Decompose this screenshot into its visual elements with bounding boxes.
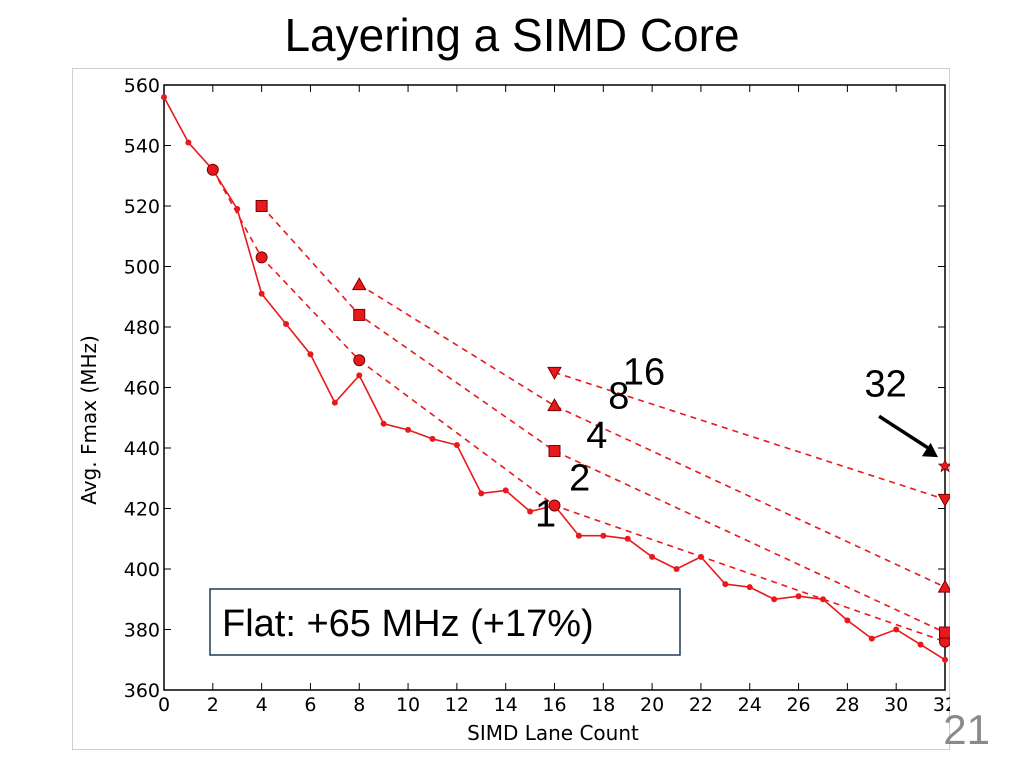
marker-dot — [453, 441, 460, 448]
marker-dot — [405, 426, 412, 433]
marker-dot — [502, 487, 509, 494]
x-tick-label: 8 — [353, 694, 365, 716]
series-4 — [255, 200, 950, 639]
marker-dot — [283, 320, 290, 327]
slide-number: 21 — [943, 706, 990, 753]
marker-dot — [331, 399, 338, 406]
marker-dot — [478, 490, 485, 497]
x-tick-label: 6 — [304, 694, 316, 716]
marker-dot — [527, 508, 534, 515]
annotation-label-32: 32 — [864, 364, 906, 406]
y-tick-label: 420 — [124, 499, 160, 521]
y-tick-label: 400 — [124, 559, 160, 581]
marker-star — [937, 458, 950, 473]
marker-dot — [307, 351, 314, 358]
annotation-label-2: 2 — [569, 457, 590, 499]
marker-square — [353, 308, 366, 321]
marker-dot — [673, 566, 680, 572]
x-tick-label: 20 — [640, 694, 664, 716]
annotation-label-8: 8 — [608, 376, 629, 418]
y-tick-label: 540 — [124, 136, 160, 158]
x-tick-label: 32 — [933, 694, 950, 716]
series-16 — [547, 366, 950, 507]
marker-circle — [548, 499, 561, 512]
callout-text: Flat: +65 MHz (+17%) — [222, 603, 594, 645]
marker-dot — [844, 617, 851, 624]
marker-triangle-up — [547, 398, 562, 412]
annotation-label-16: 16 — [623, 351, 665, 393]
annotation-label-1: 1 — [535, 494, 556, 536]
y-tick-label: 500 — [124, 257, 160, 279]
x-tick-label: 12 — [445, 694, 469, 716]
marker-dot — [893, 626, 900, 633]
marker-circle — [353, 354, 366, 367]
marker-dot — [258, 290, 265, 297]
slide-title: Layering a SIMD Core — [284, 9, 740, 61]
marker-triangle-down — [547, 366, 562, 380]
y-tick-label: 560 — [124, 75, 160, 97]
x-tick-label: 2 — [207, 694, 219, 716]
marker-dot — [771, 596, 778, 603]
x-tick-label: 0 — [158, 694, 170, 716]
marker-dot — [649, 553, 656, 560]
x-tick-label: 18 — [591, 694, 615, 716]
marker-dot — [356, 372, 363, 379]
y-tick-label: 380 — [124, 620, 160, 642]
marker-dot — [917, 641, 924, 648]
marker-dot — [575, 532, 582, 539]
marker-dot — [185, 139, 192, 146]
marker-dot — [600, 532, 607, 539]
marker-dot — [722, 581, 729, 588]
x-tick-label: 10 — [396, 694, 420, 716]
marker-square — [939, 626, 950, 639]
y-tick-label: 360 — [124, 680, 160, 702]
marker-circle — [206, 163, 219, 176]
marker-triangle-down — [937, 493, 950, 507]
series-line-4 — [261, 205, 946, 634]
series-2 — [206, 163, 950, 648]
y-tick-label: 440 — [124, 438, 160, 460]
arrow-head — [921, 442, 938, 458]
marker-circle — [255, 251, 268, 264]
arrow-shaft — [878, 414, 934, 453]
marker-dot — [868, 635, 875, 642]
marker-square — [255, 200, 268, 212]
annotation-label-4: 4 — [586, 415, 607, 457]
series-layer — [161, 94, 950, 663]
x-tick-label: 16 — [542, 694, 566, 716]
series-32 — [937, 458, 950, 473]
marker-dot — [942, 656, 948, 663]
series-line-16 — [554, 371, 946, 501]
chart-container: 0246810121416182022242628303236038040042… — [72, 68, 950, 750]
x-tick-label: 30 — [884, 694, 908, 716]
marker-dot — [380, 420, 387, 427]
marker-dot — [161, 94, 167, 101]
marker-square — [548, 445, 561, 458]
y-axis-label: Avg. Fmax (MHz) — [77, 335, 101, 505]
marker-triangle-up — [351, 277, 367, 291]
marker-dot — [746, 584, 753, 591]
series-8 — [351, 277, 950, 593]
x-axis-label: SIMD Lane Count — [467, 721, 639, 745]
y-tick-label: 520 — [124, 196, 160, 218]
marker-dot — [795, 593, 802, 600]
y-tick-label: 480 — [124, 317, 160, 339]
marker-dot — [429, 435, 436, 442]
marker-dot — [624, 535, 631, 542]
callout-box — [209, 588, 681, 656]
axes: 0246810121416182022242628303236038040042… — [124, 75, 950, 716]
marker-dot — [819, 596, 826, 603]
x-tick-label: 28 — [835, 694, 859, 716]
flat-callout: Flat: +65 MHz (+17%) — [209, 588, 681, 656]
marker-triangle-up — [937, 579, 950, 593]
x-tick-label: 22 — [689, 694, 713, 716]
x-tick-label: 14 — [494, 694, 518, 716]
y-tick-label: 460 — [124, 378, 160, 400]
x-tick-label: 26 — [786, 694, 810, 716]
x-tick-label: 4 — [256, 694, 268, 716]
fmax-line-chart: 0246810121416182022242628303236038040042… — [72, 68, 950, 750]
x-tick-label: 24 — [738, 694, 762, 716]
